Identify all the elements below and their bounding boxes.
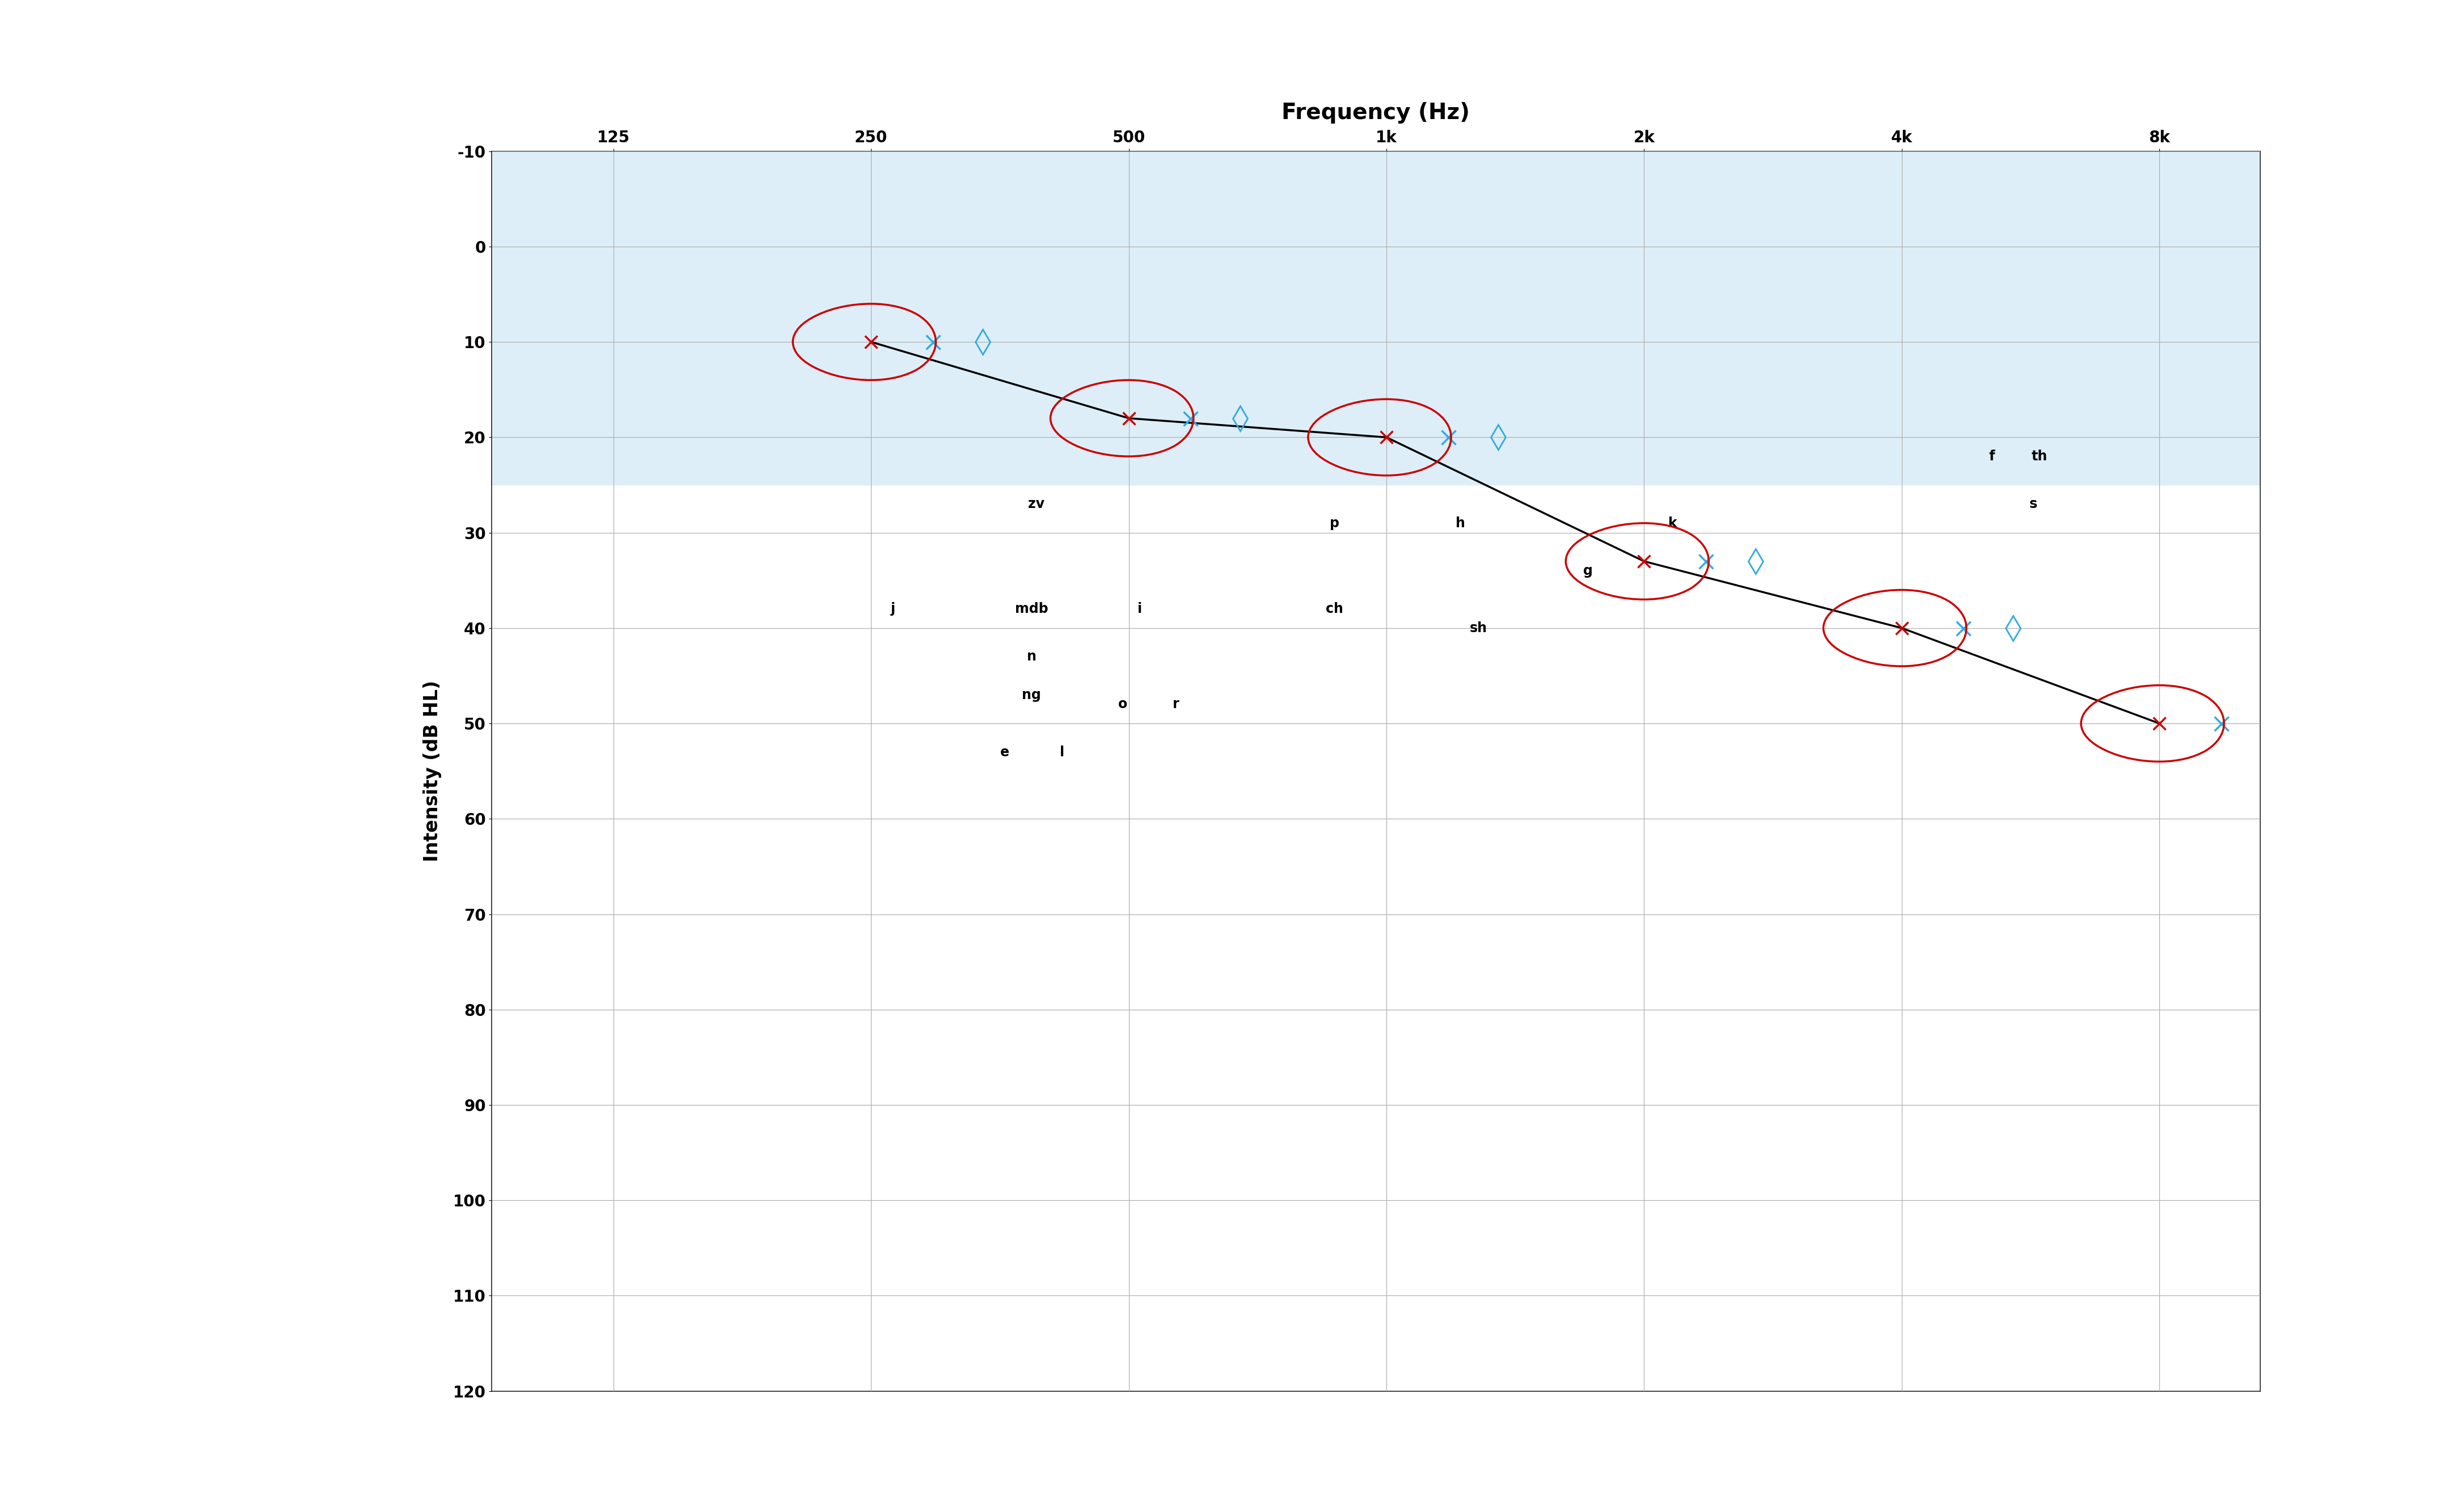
Text: n: n	[1027, 650, 1037, 664]
Text: sh: sh	[1469, 621, 1486, 635]
Text: r: r	[1172, 697, 1179, 711]
Text: th: th	[2032, 449, 2047, 463]
Text: l: l	[1059, 745, 1064, 759]
Text: mdb: mdb	[1015, 602, 1049, 615]
Text: f: f	[1990, 449, 1995, 463]
Text: k: k	[1668, 517, 1678, 529]
Text: ng: ng	[1022, 688, 1042, 702]
Text: p: p	[1329, 517, 1339, 529]
Text: j: j	[889, 602, 894, 615]
Text: g: g	[1582, 564, 1592, 578]
Text: e: e	[1000, 745, 1010, 759]
Text: o: o	[1118, 697, 1128, 711]
Text: h: h	[1455, 517, 1464, 529]
Text: i: i	[1138, 602, 1143, 615]
Text: ch: ch	[1327, 602, 1344, 615]
Text: s: s	[2029, 497, 2037, 511]
Bar	[491, 151, 2260, 485]
Y-axis label: Intensity (dB HL): Intensity (dB HL)	[423, 680, 442, 862]
X-axis label: Frequency (Hz): Frequency (Hz)	[1283, 101, 1469, 124]
Text: zv: zv	[1027, 497, 1044, 511]
